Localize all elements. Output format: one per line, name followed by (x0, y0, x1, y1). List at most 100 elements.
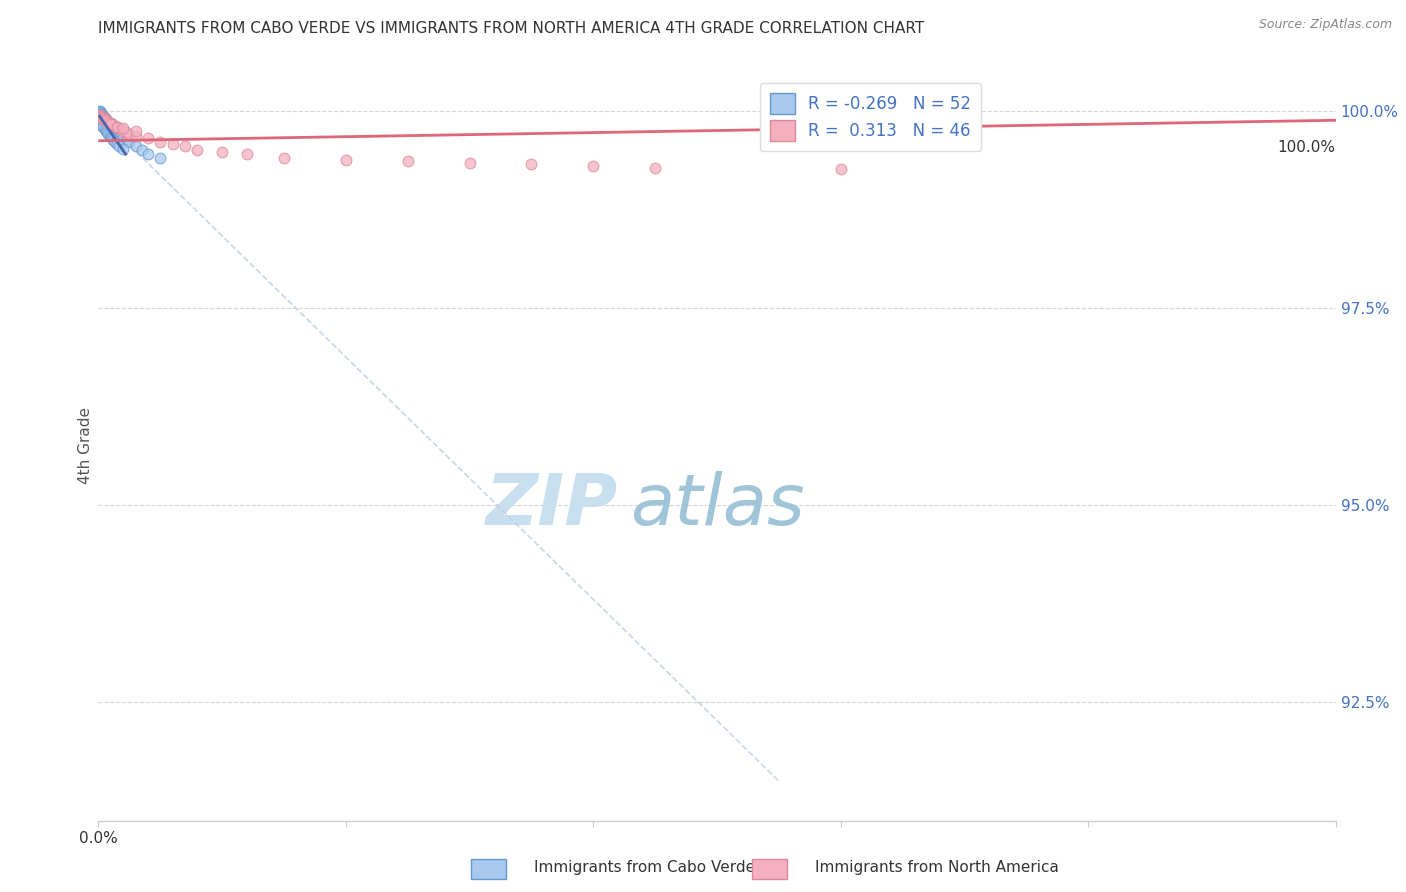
Point (94, 123, 117, 137)
Point (582, 159, 605, 173)
Point (136, 147, 159, 161)
Point (149, 151, 172, 165)
Point (162, 136, 184, 151)
Point (236, 147, 259, 161)
Point (90, 107, 112, 121)
Point (100, 116, 122, 130)
Point (89, 108, 111, 122)
Point (91, 109, 114, 123)
Point (97, 127, 120, 141)
Point (100, 118, 122, 132)
Point (93, 111, 115, 125)
Point (830, 162, 852, 177)
Point (110, 122, 132, 136)
Point (98, 115, 121, 129)
Point (105, 136, 128, 151)
Point (90, 109, 112, 123)
Point (118, 136, 141, 150)
Point (186, 143, 208, 157)
Point (94, 113, 117, 128)
Point (91, 119, 114, 133)
Point (93, 112, 115, 127)
Point (91, 109, 114, 123)
Point (114, 134, 136, 148)
Point (96, 114, 118, 128)
Point (110, 129, 132, 144)
Point (112, 142, 135, 156)
Point (104, 124, 127, 138)
Point (93, 112, 115, 126)
Point (96, 115, 118, 129)
Point (112, 131, 135, 145)
Point (335, 153, 357, 167)
Text: Source: ZipAtlas.com: Source: ZipAtlas.com (1258, 18, 1392, 31)
Point (96, 114, 118, 128)
Point (96, 125, 118, 139)
Point (136, 131, 159, 145)
Point (103, 135, 125, 149)
Point (124, 129, 146, 144)
Point (90, 106, 112, 120)
Point (124, 123, 146, 137)
Point (101, 120, 124, 134)
Point (93, 110, 115, 124)
Point (93, 111, 115, 125)
Point (644, 161, 666, 175)
Point (89, 103, 111, 118)
Point (105, 120, 128, 134)
Text: ZIP: ZIP (486, 472, 619, 541)
Point (520, 157, 543, 171)
Point (100, 129, 122, 144)
Point (89, 105, 111, 120)
Point (273, 151, 295, 165)
Point (112, 121, 135, 136)
Point (94, 112, 117, 127)
Point (91, 111, 114, 125)
Point (131, 143, 153, 157)
Text: Immigrants from Cabo Verde: Immigrants from Cabo Verde (534, 861, 755, 875)
Point (93, 112, 115, 126)
Point (94, 114, 117, 128)
Point (396, 154, 419, 169)
Point (93, 112, 115, 127)
Point (101, 117, 124, 131)
Point (91, 108, 114, 122)
Point (100, 117, 122, 131)
Point (89, 115, 111, 129)
Point (112, 123, 135, 137)
Point (93, 111, 115, 125)
Text: Immigrants from North America: Immigrants from North America (815, 861, 1059, 875)
Point (103, 122, 125, 136)
Point (124, 139, 146, 153)
Point (107, 121, 129, 136)
Point (105, 126, 128, 140)
Point (98, 116, 121, 130)
Point (93, 109, 115, 123)
Point (118, 128, 141, 142)
Point (458, 156, 481, 170)
Point (114, 125, 136, 139)
Point (90, 117, 112, 131)
Point (100, 117, 122, 131)
Point (97, 115, 120, 129)
Point (103, 121, 125, 136)
Point (97, 115, 120, 129)
Point (174, 139, 197, 153)
Point (103, 118, 125, 132)
Point (211, 145, 233, 159)
Text: atlas: atlas (630, 472, 806, 541)
Point (93, 113, 115, 128)
Point (93, 122, 115, 136)
Point (94, 114, 117, 128)
Text: 100.0%: 100.0% (1278, 140, 1336, 155)
Text: IMMIGRANTS FROM CABO VERDE VS IMMIGRANTS FROM NORTH AMERICA 4TH GRADE CORRELATIO: IMMIGRANTS FROM CABO VERDE VS IMMIGRANTS… (98, 21, 925, 36)
Point (103, 133, 125, 147)
Point (98, 128, 121, 143)
Point (101, 131, 124, 145)
Y-axis label: 4th Grade: 4th Grade (77, 408, 93, 484)
Legend: R = -0.269   N = 52, R =  0.313   N = 46: R = -0.269 N = 52, R = 0.313 N = 46 (759, 84, 981, 151)
Point (94, 113, 117, 128)
Point (105, 120, 128, 134)
Point (97, 115, 120, 129)
Point (91, 110, 114, 124)
